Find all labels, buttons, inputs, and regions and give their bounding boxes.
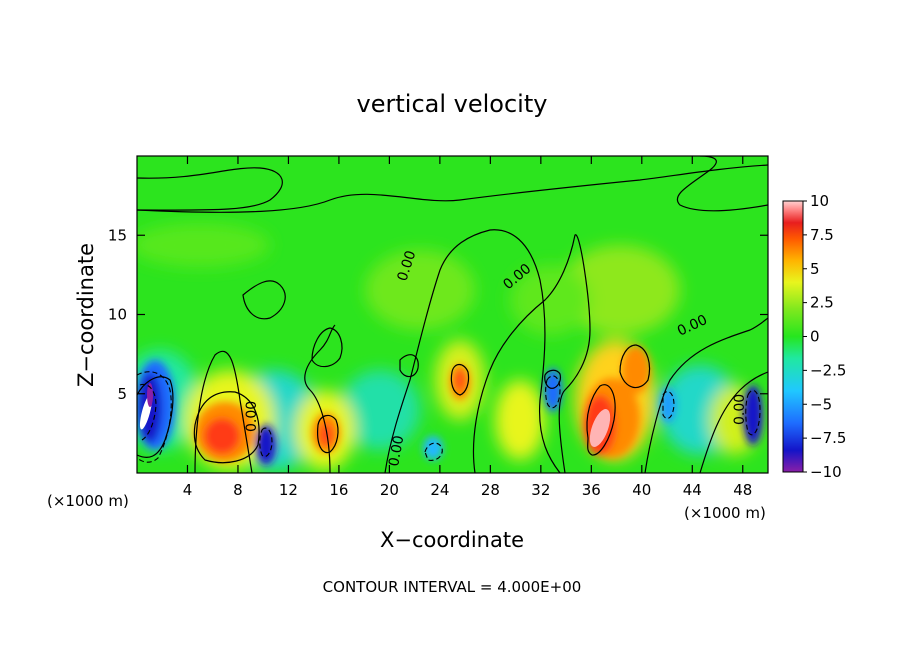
colorbar-tick-label: 2.5 bbox=[810, 294, 834, 312]
y-axis-label: Z−coordinate bbox=[74, 243, 98, 387]
colorbar-scale bbox=[782, 200, 804, 473]
svg-text:0.00: 0.00 bbox=[732, 394, 748, 425]
x-axis-ticks: 4 8 12 16 20 24 28 32 36 40 44 48 bbox=[183, 156, 752, 499]
colorbar-tick-label: 5 bbox=[810, 260, 820, 278]
colorbar-tick-label: −7.5 bbox=[810, 429, 846, 447]
svg-text:0.00: 0.00 bbox=[244, 401, 260, 432]
x-tick-label: 40 bbox=[632, 481, 651, 499]
field-max-core bbox=[589, 409, 611, 447]
x-tick-label: 4 bbox=[183, 481, 193, 499]
x-tick-label: 48 bbox=[733, 481, 752, 499]
colorbar: 10 7.5 5 2.5 0 −2.5 −5 −7.5 −10 bbox=[782, 192, 846, 481]
x-unit-right: (×1000 m) bbox=[684, 504, 766, 522]
contour-lines bbox=[137, 156, 768, 473]
field-min-core-2 bbox=[147, 383, 153, 407]
colorbar-ticks: 10 7.5 5 2.5 0 −2.5 −5 −7.5 −10 bbox=[803, 192, 846, 481]
colorbar-tick-label: 7.5 bbox=[810, 226, 834, 244]
y-tick-label: 10 bbox=[108, 306, 127, 324]
x-tick-label: 32 bbox=[531, 481, 550, 499]
y-tick-label: 5 bbox=[117, 385, 127, 403]
x-unit-left: (×1000 m) bbox=[47, 492, 129, 510]
colorbar-tick-label: −2.5 bbox=[810, 361, 846, 379]
negative-contours bbox=[137, 371, 761, 463]
x-tick-label: 28 bbox=[481, 481, 500, 499]
x-tick-label: 36 bbox=[582, 481, 601, 499]
x-axis-label: X−coordinate bbox=[380, 528, 524, 552]
x-tick-label: 12 bbox=[279, 481, 298, 499]
x-tick-label: 16 bbox=[329, 481, 348, 499]
x-tick-label: 20 bbox=[380, 481, 399, 499]
contour-interval-note: CONTOUR INTERVAL = 4.000E+00 bbox=[323, 578, 582, 596]
x-tick-label: 44 bbox=[683, 481, 702, 499]
svg-text:0.00: 0.00 bbox=[386, 434, 407, 467]
colorbar-tick-label: 0 bbox=[810, 328, 820, 346]
y-tick-label: 15 bbox=[108, 226, 127, 244]
y-axis-ticks: 5 10 15 bbox=[108, 226, 768, 403]
colorbar-tick-label: −5 bbox=[810, 395, 832, 413]
colorbar-tick-label: 10 bbox=[810, 192, 829, 210]
x-tick-label: 8 bbox=[233, 481, 243, 499]
chart-title: vertical velocity bbox=[357, 90, 548, 118]
x-tick-label: 24 bbox=[430, 481, 449, 499]
colorbar-tick-label: −10 bbox=[810, 463, 842, 481]
plot-area: 0.00 0.00 0.00 0.00 0.00 0.00 bbox=[137, 156, 768, 473]
